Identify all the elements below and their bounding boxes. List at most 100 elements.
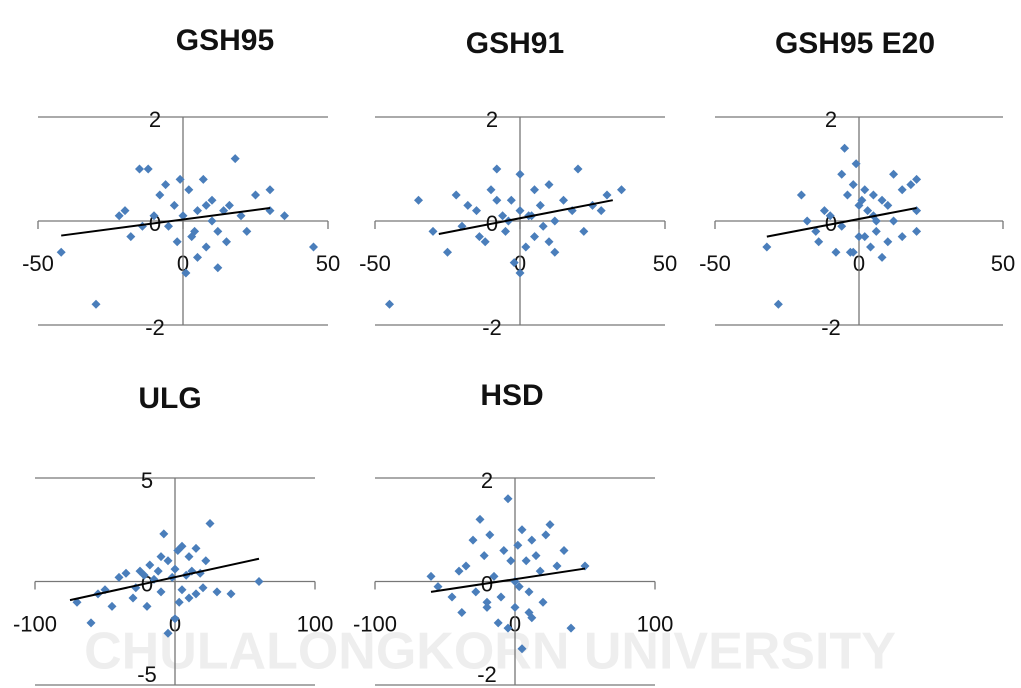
point [213, 227, 222, 236]
trendline [431, 569, 585, 592]
point [170, 201, 179, 210]
point [536, 201, 545, 210]
point [202, 243, 211, 252]
point [455, 567, 464, 576]
point [849, 180, 858, 189]
point [797, 191, 806, 200]
point [863, 206, 872, 215]
point [483, 598, 492, 607]
point [878, 253, 887, 262]
page: CHULALONGKORN UNIVERSITY GSH95-202-50050… [0, 0, 1021, 688]
point [472, 206, 481, 215]
point [471, 587, 480, 596]
point [498, 211, 507, 220]
point [144, 165, 153, 174]
point [475, 232, 484, 241]
point [831, 248, 840, 257]
point [280, 211, 289, 220]
point [837, 170, 846, 179]
point [912, 227, 921, 236]
chart-title: GSH91 [466, 27, 564, 60]
point [208, 217, 217, 226]
point [175, 598, 184, 607]
point [193, 253, 202, 262]
y-tick-label: -2 [145, 315, 165, 340]
x-tick-label: 50 [653, 251, 677, 276]
point [883, 237, 892, 246]
point [145, 560, 154, 569]
point [469, 536, 478, 545]
point [427, 572, 436, 581]
point [541, 530, 550, 539]
point [192, 544, 201, 553]
point [185, 594, 194, 603]
point [843, 191, 852, 200]
point [213, 263, 222, 272]
trendline [61, 208, 270, 236]
point [866, 243, 875, 252]
point [545, 237, 554, 246]
point [452, 191, 461, 200]
point [192, 589, 201, 598]
point [912, 206, 921, 215]
chart-grid: CHULALONGKORN UNIVERSITY GSH95-202-50050… [0, 0, 1021, 688]
point [154, 567, 163, 576]
point [242, 227, 251, 236]
point [889, 217, 898, 226]
point [803, 217, 812, 226]
point [225, 201, 234, 210]
point [860, 185, 869, 194]
point [603, 191, 612, 200]
point [516, 170, 525, 179]
point [617, 185, 626, 194]
point [485, 530, 494, 539]
x-tick-label: 50 [316, 251, 340, 276]
point [171, 565, 180, 574]
point [883, 201, 892, 210]
point [906, 180, 915, 189]
point [539, 222, 548, 231]
point [199, 175, 208, 184]
x-tick-label: -100 [13, 611, 57, 636]
y-tick-label: -2 [477, 662, 497, 687]
point [559, 196, 568, 205]
point [457, 608, 466, 617]
point [213, 587, 222, 596]
point [448, 593, 457, 602]
point [860, 232, 869, 241]
point [553, 561, 562, 570]
point [92, 300, 101, 309]
x-tick-label: 100 [297, 611, 334, 636]
point [912, 175, 921, 184]
point [525, 587, 534, 596]
point [143, 602, 152, 611]
point [161, 180, 170, 189]
point [429, 227, 438, 236]
point [222, 237, 231, 246]
chart-title: ULG [138, 382, 201, 415]
point [129, 594, 138, 603]
point [492, 165, 501, 174]
point [492, 196, 501, 205]
point [530, 185, 539, 194]
point [227, 589, 236, 598]
point [530, 232, 539, 241]
y-tick-label: -2 [482, 315, 502, 340]
point [516, 206, 525, 215]
point [481, 237, 490, 246]
y-tick-label: 2 [825, 107, 837, 132]
point [597, 206, 606, 215]
point [443, 248, 452, 257]
point [184, 185, 193, 194]
point [545, 180, 554, 189]
point [487, 185, 496, 194]
point [579, 227, 588, 236]
point [266, 185, 275, 194]
point [898, 185, 907, 194]
x-tick-label: 100 [637, 611, 674, 636]
point [193, 206, 202, 215]
y-tick-label: -2 [821, 315, 841, 340]
point [504, 494, 513, 503]
point [206, 519, 215, 528]
point [532, 551, 541, 560]
